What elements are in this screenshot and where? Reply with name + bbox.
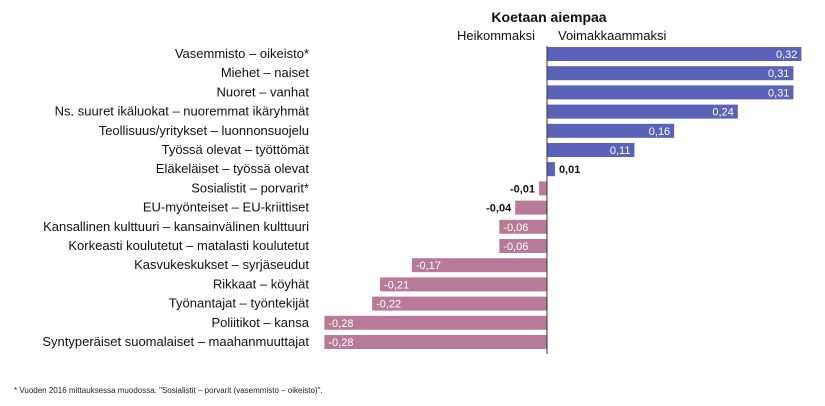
chart-title: Koetaan aiempaa: [491, 9, 606, 25]
value-label: -0,21: [384, 279, 409, 291]
category-label: Työnantajat – työntekijät: [169, 296, 310, 311]
category-label: EU-myönteiset – EU-kriittiset: [143, 200, 310, 215]
value-label: 0,24: [712, 107, 733, 119]
value-label: -0,22: [376, 299, 401, 311]
category-label: Sosialistit – porvarit*: [191, 180, 309, 195]
value-label: 0,01: [559, 164, 580, 176]
value-label: -0,28: [328, 337, 353, 349]
category-label: Rikkaat – köyhät: [213, 276, 309, 291]
bar: [547, 162, 555, 177]
category-label: Kansallinen kulttuuri – kansainvälinen k…: [43, 219, 309, 234]
value-label: -0,06: [503, 241, 528, 253]
bars-group: Vasemmisto – oikeisto* 0,32 Miehet – naise…: [42, 46, 802, 349]
value-label: 0,31: [768, 68, 789, 80]
right-direction-label: Voimakkaammaksi: [558, 28, 666, 43]
category-label: Miehet – naiset: [221, 65, 310, 80]
bar: [499, 219, 547, 234]
bar: [411, 258, 547, 273]
bar-chart: Koetaan aiempaa Heikommaksi Voimakkaamma…: [42, 9, 802, 354]
category-label: Nuoret – vanhat: [216, 84, 309, 99]
bar: [380, 277, 547, 292]
bar: [539, 181, 547, 196]
bar: [324, 315, 547, 330]
value-label: -0,28: [328, 318, 353, 330]
category-label: Korkeasti koulutetut – matalasti koulute…: [68, 238, 309, 253]
category-label: Vasemmisto – oikeisto*: [175, 46, 309, 61]
category-label: Poliitikot – kansa: [211, 315, 309, 330]
category-label: Eläkeläiset – työssä olevat: [156, 161, 310, 176]
value-label: -0,04: [486, 203, 512, 215]
footnote: * Vuoden 2016 mittauksessa muodossa: "So…: [14, 386, 323, 395]
category-label: Ns. suuret ikäluokat – nuoremmat ikäryhm…: [55, 104, 310, 119]
bar: [547, 85, 794, 100]
category-label: Teollisuus/yritykset – luonnonsuojelu: [99, 123, 309, 138]
bar: [499, 239, 547, 253]
value-label: 0,31: [768, 87, 789, 99]
bar: [547, 104, 738, 119]
category-label: Syntyperäiset suomalaiset – maahanmuutta…: [42, 334, 309, 349]
bar: [324, 335, 547, 349]
value-label: -0,06: [503, 222, 528, 234]
category-label: Työssä olevat – työttömät: [162, 142, 310, 157]
value-label: 0,16: [649, 126, 670, 138]
left-direction-label: Heikommaksi: [457, 28, 535, 43]
value-label: -0,01: [510, 183, 535, 195]
bar: [547, 143, 635, 157]
value-label: 0,11: [610, 145, 631, 157]
bar: [547, 47, 802, 61]
bar: [547, 66, 794, 81]
bar: [372, 296, 547, 311]
value-label: -0,17: [416, 260, 441, 272]
category-label: Kasvukeskukset – syrjäseudut: [134, 257, 309, 272]
value-label: 0,32: [776, 49, 797, 61]
bar: [547, 123, 675, 138]
bar: [515, 200, 547, 215]
